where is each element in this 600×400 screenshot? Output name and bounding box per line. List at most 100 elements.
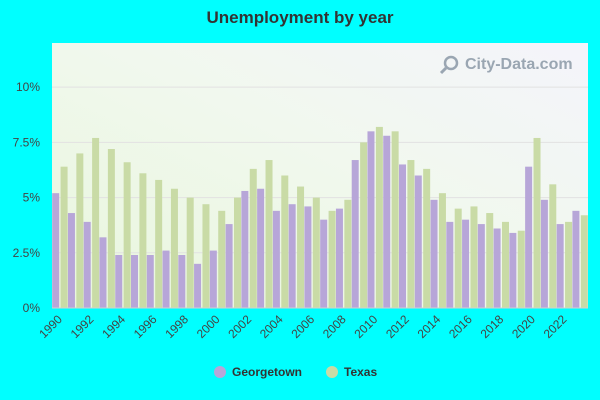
bar-georgetown-2007	[320, 219, 328, 308]
x-tick-label: 2016	[446, 312, 475, 341]
bar-georgetown-2010	[367, 131, 375, 308]
x-tick-label: 2000	[194, 312, 223, 341]
bar-texas-2013	[423, 168, 431, 308]
x-tick-label: 2004	[257, 312, 286, 341]
bar-texas-2003	[265, 160, 273, 308]
x-tick-label: 1996	[131, 312, 160, 341]
bar-texas-2005	[297, 186, 305, 308]
bar-georgetown-2016	[462, 219, 470, 308]
bar-texas-2006	[312, 197, 320, 308]
x-tick-label: 2018	[478, 312, 507, 341]
bar-texas-2021	[549, 184, 557, 308]
bar-georgetown-2018	[493, 228, 501, 308]
x-tick-label: 1994	[99, 312, 128, 341]
bar-georgetown-2017	[477, 224, 485, 308]
x-tick-label: 2020	[509, 312, 538, 341]
bar-georgetown-2001	[225, 224, 233, 308]
bar-texas-2020	[533, 137, 541, 308]
bar-texas-1998	[186, 197, 194, 308]
bar-georgetown-1990	[52, 193, 60, 308]
bar-texas-2016	[470, 206, 478, 308]
y-tick-label: 0%	[23, 301, 41, 315]
bars-group	[52, 126, 588, 309]
y-tick-label: 5%	[23, 191, 41, 205]
x-tick-label: 2010	[352, 312, 381, 341]
x-tick-label: 1990	[36, 312, 65, 341]
bar-texas-2000	[218, 210, 226, 308]
bar-georgetown-1999	[194, 263, 202, 308]
bar-texas-2023	[580, 215, 588, 308]
bar-texas-1997	[170, 188, 178, 308]
bar-georgetown-2003	[257, 188, 265, 308]
bar-georgetown-2000	[209, 250, 217, 308]
bar-texas-2008	[344, 199, 352, 308]
bar-georgetown-1993	[99, 237, 107, 308]
bar-texas-2015	[454, 208, 462, 308]
x-axis-ticks: 1990 1992 1994 1996 1998 2000 2002 2004 2006 2008…	[36, 312, 569, 341]
legend-label-texas: Texas	[344, 365, 377, 379]
bar-texas-1999	[202, 204, 210, 308]
legend-label-georgetown: Georgetown	[232, 365, 302, 379]
bar-georgetown-2019	[509, 232, 517, 308]
bar-texas-2019	[517, 230, 525, 308]
bar-georgetown-2013	[414, 175, 422, 308]
bar-texas-2010	[375, 126, 383, 309]
bar-texas-2009	[360, 142, 368, 308]
bar-georgetown-2009	[351, 160, 359, 308]
bar-texas-1994	[123, 162, 131, 308]
bar-texas-2007	[328, 210, 336, 308]
bar-georgetown-2015	[446, 221, 454, 308]
chart-title: Unemployment by year	[206, 8, 394, 27]
x-tick-label: 2006	[288, 312, 317, 341]
bar-georgetown-1995	[131, 255, 139, 308]
bar-texas-1995	[139, 173, 147, 308]
bar-texas-2017	[486, 213, 494, 308]
bar-georgetown-1997	[162, 250, 170, 308]
bar-texas-2018	[501, 221, 509, 308]
magnifier-icon	[439, 55, 459, 75]
bar-georgetown-2006	[304, 206, 312, 308]
bar-georgetown-2004	[272, 210, 280, 308]
x-tick-label: 2012	[383, 312, 412, 341]
watermark: City-Data.com	[439, 55, 573, 75]
bar-georgetown-2008	[335, 208, 343, 308]
bar-georgetown-1998	[178, 255, 186, 308]
bar-texas-1990	[60, 166, 68, 308]
y-tick-label: 10%	[16, 80, 40, 94]
legend-swatch-texas	[326, 366, 338, 378]
bar-texas-2014	[438, 193, 446, 308]
bar-georgetown-2011	[383, 135, 391, 308]
x-tick-label: 1998	[162, 312, 191, 341]
bar-georgetown-1992	[83, 221, 91, 308]
bar-georgetown-2005	[288, 204, 296, 308]
legend: Georgetown Texas	[214, 365, 377, 379]
x-tick-label: 1992	[68, 312, 97, 341]
y-tick-label: 2.5%	[13, 246, 41, 260]
bar-georgetown-2021	[540, 199, 548, 308]
bar-texas-2002	[249, 168, 257, 308]
bar-georgetown-1996	[146, 255, 154, 308]
x-tick-label: 2014	[415, 312, 444, 341]
bar-texas-2011	[391, 131, 399, 308]
bar-georgetown-2012	[399, 164, 407, 308]
bar-georgetown-1994	[115, 255, 123, 308]
watermark-text: City-Data.com	[465, 56, 573, 73]
y-tick-label: 7.5%	[13, 135, 41, 149]
legend-swatch-georgetown	[214, 366, 226, 378]
bar-georgetown-2014	[430, 199, 438, 308]
bar-texas-1991	[76, 153, 84, 308]
bar-georgetown-2020	[525, 166, 533, 308]
x-tick-label: 2002	[225, 312, 254, 341]
bar-texas-1996	[155, 179, 163, 308]
x-tick-label: 2008	[320, 312, 349, 341]
x-tick-label: 2022	[541, 312, 570, 341]
y-axis-ticks: 0% 2.5% 5% 7.5% 10%	[13, 80, 41, 315]
bar-georgetown-1991	[67, 213, 75, 308]
bar-georgetown-2002	[241, 190, 249, 308]
bar-texas-2022	[565, 221, 573, 308]
bar-texas-1992	[92, 137, 100, 308]
bar-georgetown-2022	[556, 224, 564, 308]
bar-georgetown-2023	[572, 210, 580, 308]
bar-texas-2012	[407, 160, 415, 308]
